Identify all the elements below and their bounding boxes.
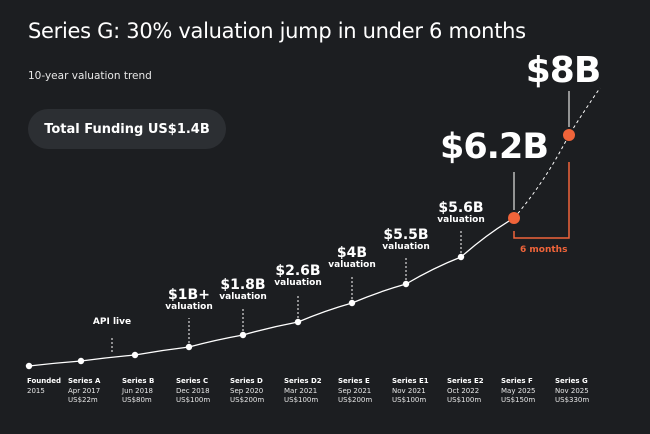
total-funding-badge: Total Funding US$1.4B (28, 109, 226, 149)
annotation-sub: valuation (328, 259, 376, 270)
round-raised: US$100m (392, 396, 427, 404)
round-date: May 2025 (501, 386, 536, 395)
data-point-series-g (563, 129, 575, 141)
round-raised: US$330m (555, 396, 590, 404)
annotation-sub: valuation (165, 301, 213, 312)
round-label: Series B Jun 2018 US$80m (122, 377, 154, 406)
annotation-4: $4B valuation (328, 246, 375, 270)
round-label: Series E1 Nov 2021 US$100m (392, 377, 429, 406)
round-label: Founded 2015 (27, 377, 61, 396)
round-name: Series G (555, 377, 588, 385)
annotation-sub: valuation (274, 277, 322, 288)
data-point-series-a (77, 357, 85, 365)
round-name: Founded (27, 377, 62, 385)
round-date: 2015 (27, 386, 45, 395)
round-label: Series A Apr 2017 US$22m (68, 377, 100, 406)
round-name: Series E2 (447, 377, 484, 385)
round-name: Series E (338, 377, 370, 385)
annotation-0: API live (92, 317, 132, 327)
round-raised: US$100m (284, 396, 319, 404)
annotation-8: $8B (525, 50, 602, 91)
round-label: Series F May 2025 US$150m (501, 377, 536, 406)
interval-label: 6 months (520, 245, 568, 255)
data-point-series-c (185, 343, 193, 351)
round-name: Series E1 (392, 377, 429, 385)
round-date: Mar 2021 (284, 386, 318, 395)
data-point-founded (25, 362, 33, 370)
round-raised: US$200m (338, 396, 373, 404)
round-label: Series D Sep 2020 US$200m (230, 377, 264, 406)
annotation-7: $6.2B (439, 127, 549, 167)
round-label: Series C Dec 2018 US$100m (176, 377, 210, 406)
round-date: Jun 2018 (122, 386, 153, 395)
annotation-value: $5.5B (383, 227, 429, 243)
annotation-value: $2.6B (275, 263, 321, 279)
round-raised: US$22m (68, 396, 98, 404)
round-date: Nov 2021 (392, 386, 426, 395)
annotation-sub: valuation (382, 241, 430, 252)
annotation-value: $1.8B (220, 277, 266, 293)
annotation-value: $1B+ (168, 287, 210, 303)
annotation-3: $2.6B valuation (274, 264, 321, 288)
six-month-bracket (513, 162, 570, 239)
data-point-series-e (348, 299, 356, 307)
round-label: Series D2 Mar 2021 US$100m (284, 377, 322, 406)
round-name: Series D (230, 377, 263, 385)
annotation-5: $5.5B valuation (382, 228, 429, 252)
annotation-2: $1.8B valuation (219, 278, 266, 302)
annotation-sub: valuation (437, 214, 485, 225)
round-raised: US$200m (230, 396, 265, 404)
round-date: Nov 2025 (555, 386, 589, 395)
round-label: Series E2 Oct 2022 US$100m (447, 377, 484, 406)
valuation-line (28, 217, 515, 367)
annotation-value: API live (92, 317, 132, 327)
page-title: Series G: 30% valuation jump in under 6 … (28, 19, 526, 43)
round-raised: US$100m (447, 396, 482, 404)
annotation-value: $4B (336, 245, 368, 261)
round-raised: US$80m (122, 396, 152, 404)
data-point-series-e1 (402, 280, 410, 288)
round-label: Series E Sep 2021 US$200m (338, 377, 372, 406)
round-raised: US$150m (501, 396, 536, 404)
round-name: Series A (68, 377, 101, 385)
annotation-value: $5.6B (438, 200, 484, 216)
round-name: Series D2 (284, 377, 322, 385)
data-point-series-d (239, 331, 247, 339)
subtitle: 10-year valuation trend (28, 70, 152, 82)
round-date: Dec 2018 (176, 386, 210, 395)
round-date: Sep 2020 (230, 386, 264, 395)
annotation-1: $1B+ valuation (165, 288, 212, 312)
data-point-series-e2 (457, 253, 465, 261)
annotation-sub: valuation (219, 291, 267, 302)
round-name: Series B (122, 377, 155, 385)
round-date: Apr 2017 (68, 386, 101, 395)
round-label: Series G Nov 2025 US$330m (555, 377, 589, 406)
projected-line (513, 87, 601, 219)
round-date: Oct 2022 (447, 386, 480, 395)
data-point-series-d2 (294, 318, 302, 326)
round-raised: US$100m (176, 396, 211, 404)
data-point-series-f (508, 212, 520, 224)
annotation-6: $5.6B valuation (437, 201, 484, 225)
round-name: Series F (501, 377, 533, 385)
round-date: Sep 2021 (338, 386, 372, 395)
data-point-series-b (131, 351, 139, 359)
round-name: Series C (176, 377, 209, 385)
